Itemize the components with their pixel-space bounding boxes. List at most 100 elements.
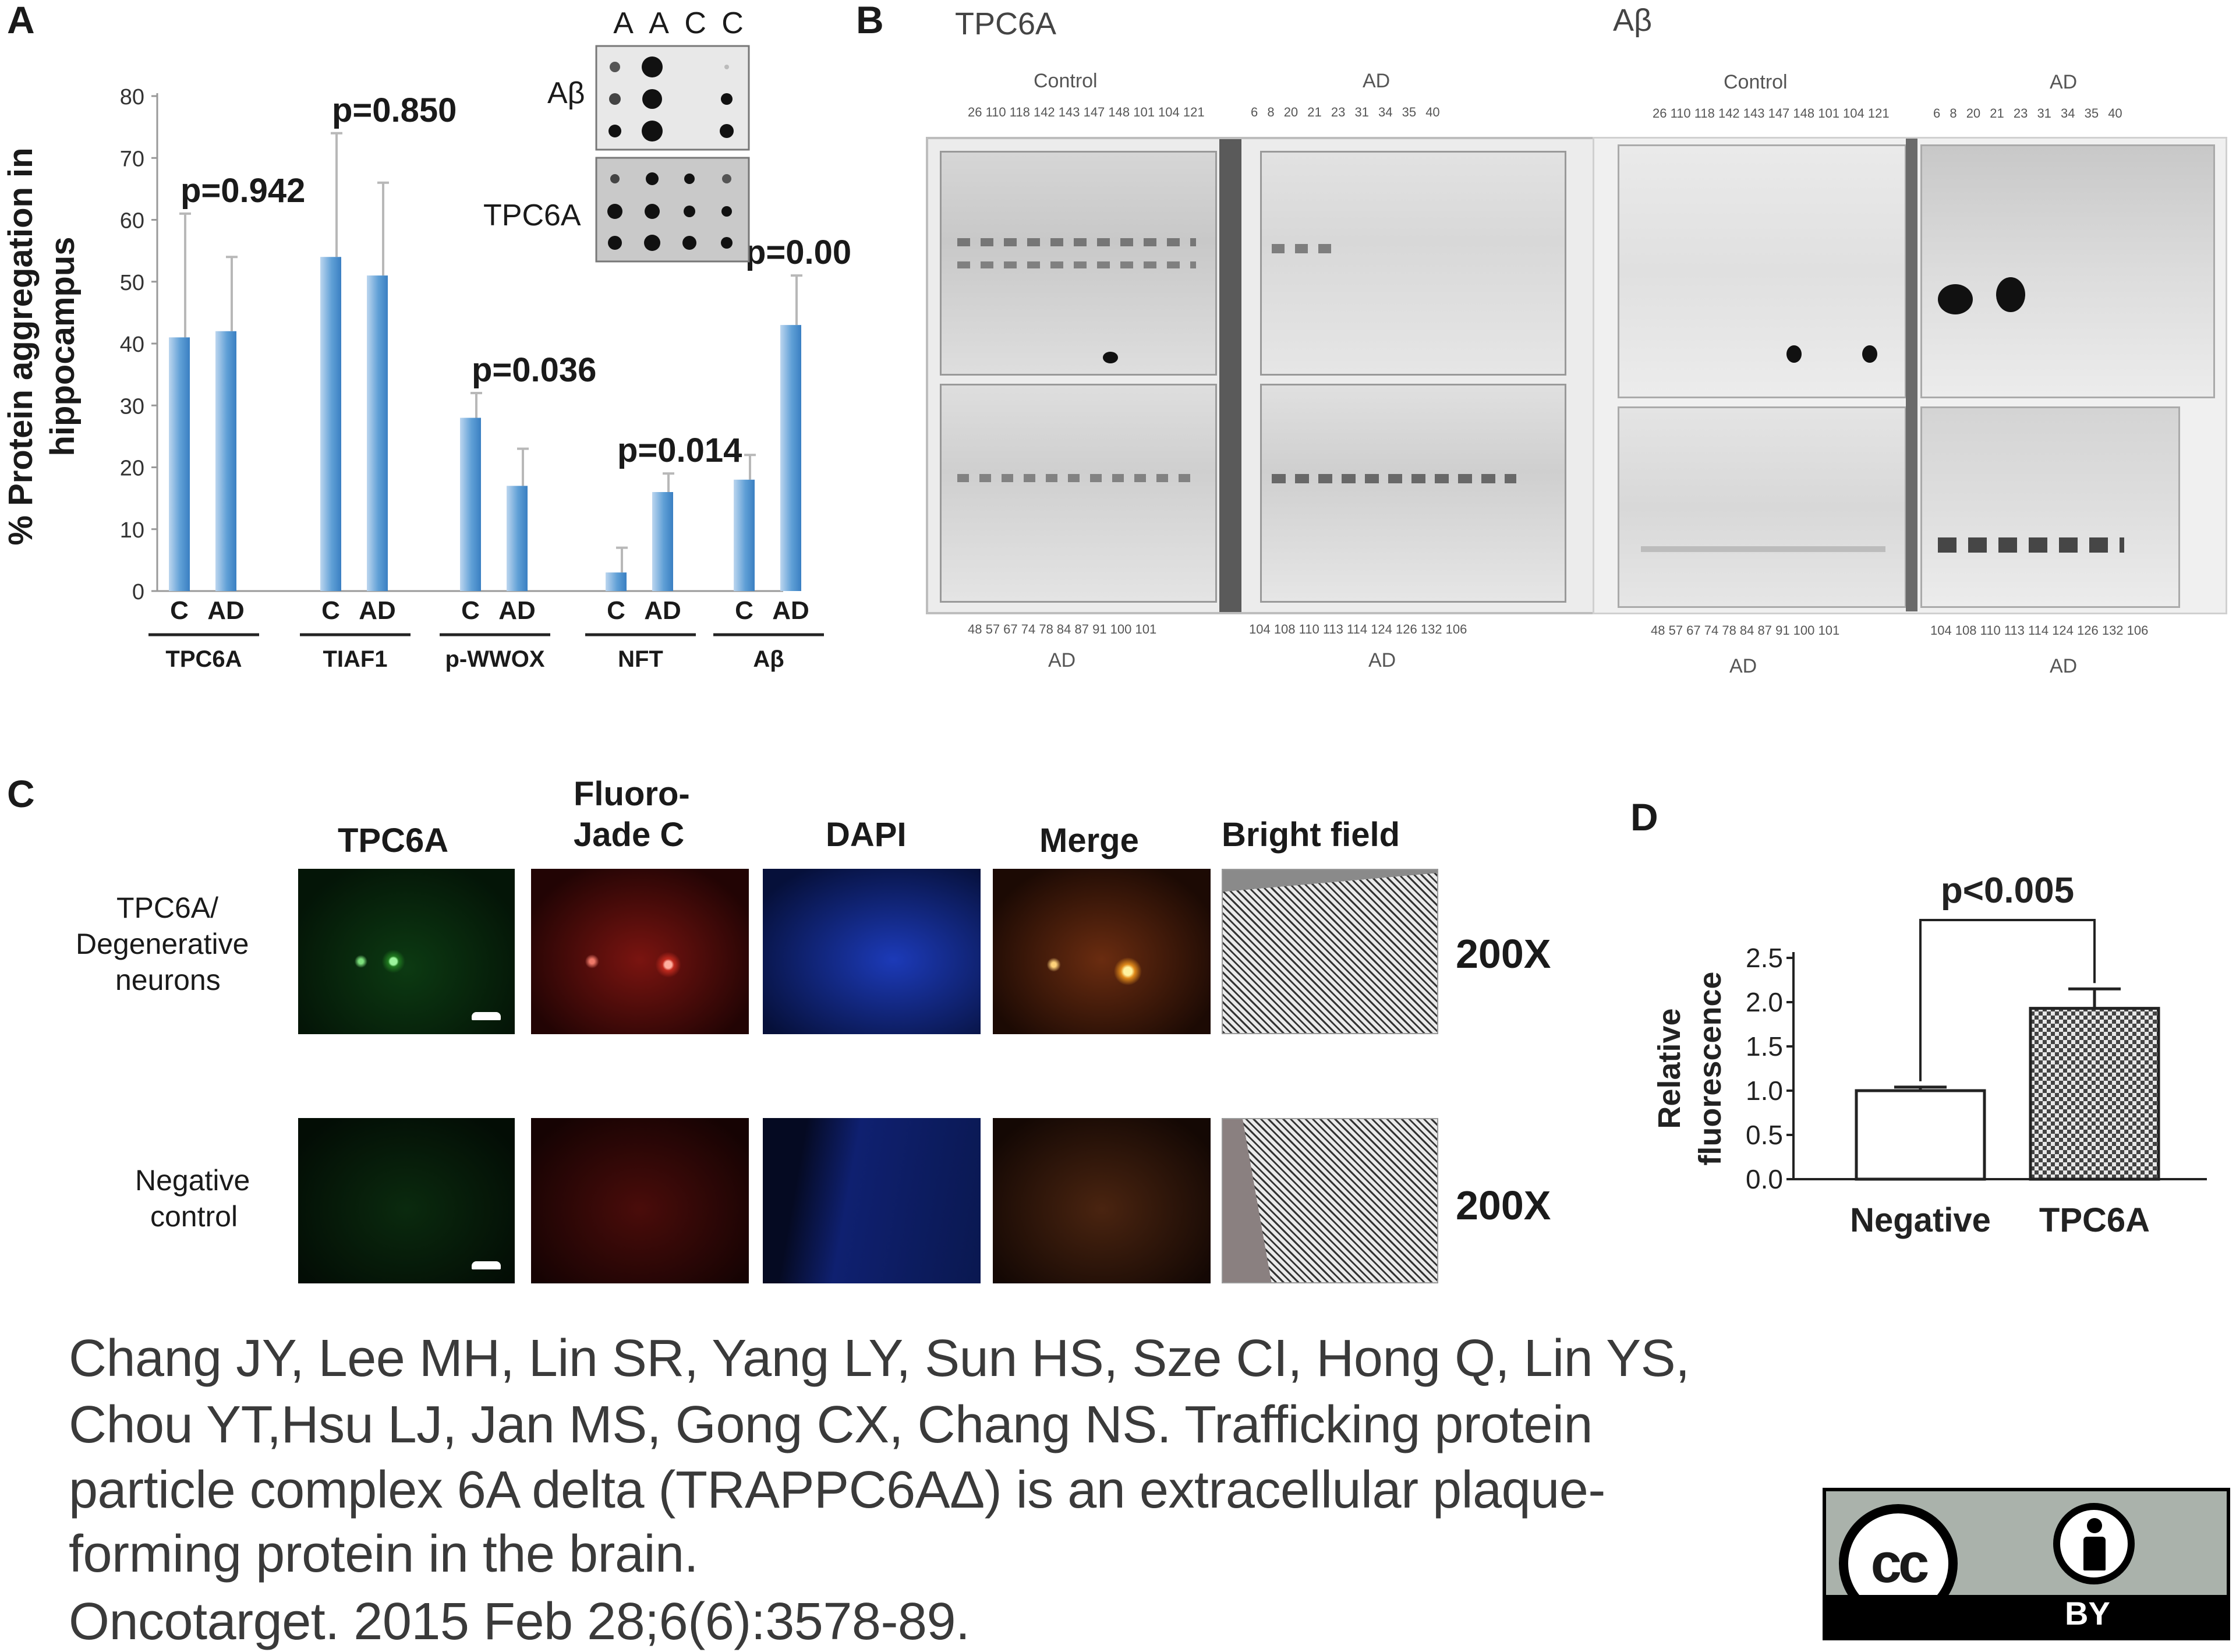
y-tick-label: 10: [120, 518, 144, 543]
blot-spot: [1786, 345, 1802, 363]
micro-row1-label-3: neurons: [115, 964, 221, 996]
blot-panel: [1260, 384, 1566, 603]
dot-row-label-tpc6a: TPC6A: [483, 199, 581, 232]
western-left-bottom-lanes: 48 57 67 74 78 84 87 91 100 101: [968, 622, 1157, 636]
y-tick-label: 70: [120, 147, 144, 171]
micro-image-tpc6a-negative: [298, 1118, 515, 1283]
micro-row2-label-2: control: [150, 1200, 238, 1233]
blot-ladder: [1906, 139, 1917, 611]
dot-blot-inset: A A C C Aβ TPC6A: [483, 6, 751, 263]
dot-spots-abeta: [608, 56, 734, 142]
blot-spot: [1103, 352, 1118, 363]
citation-line: forming protein in the brain.: [69, 1525, 699, 1583]
blot-bands: [957, 474, 1196, 482]
micro-image-fluoro-jade: [531, 869, 749, 1034]
group-label: Aβ: [753, 646, 784, 672]
western-left-bottom-ad-2: AD: [1368, 649, 1396, 671]
panel-b: TPC6A Aβ Control AD 26 110 118 142 143 1…: [856, 0, 2236, 699]
micro-row1-label-2: Degenerative: [76, 928, 249, 960]
blot-bands: [957, 238, 1196, 246]
blot-bands: [1641, 546, 1885, 552]
citation-line: Chou YT,Hsu LJ, Jan MS, Gong CX, Chang N…: [69, 1396, 1593, 1454]
y-tick-label: 80: [120, 85, 144, 109]
western-left-top-control: Control: [1034, 70, 1098, 92]
y-tick-label: 50: [120, 271, 144, 295]
chart-d: 0.0 0.5 1.0 1.5 2.0 2.5 Relative fluorescence Ne…: [1652, 871, 2207, 1239]
bar: [652, 492, 673, 591]
x-tick-label: AD: [359, 596, 396, 625]
x-tick-label: C: [607, 596, 625, 625]
dot-col-label: C: [721, 6, 744, 40]
group-label: p-WWOX: [445, 646, 544, 672]
western-left-bottom-ad-1: AD: [1048, 649, 1076, 671]
western-right-top-control-lanes: 26 110 118 142 143 147 148 101 104 121: [1653, 106, 1890, 121]
y-axis-label: hippocampus: [44, 236, 82, 456]
bar: [320, 257, 341, 591]
western-right-top-ad: AD: [2050, 71, 2078, 93]
bar: [2029, 1007, 2160, 1181]
y-axis-label: fluorescence: [1693, 971, 1728, 1165]
dot-blot-membranes: [595, 45, 750, 263]
citation-line: Chang JY, Lee MH, Lin SR, Yang LY, Sun H…: [69, 1329, 1690, 1388]
x-tick-label: C: [735, 596, 753, 625]
micro-image-tpc6a: [298, 869, 515, 1034]
y-axis-label: Relative: [1652, 1008, 1687, 1129]
x-tick-label: C: [461, 596, 480, 625]
micro-image-fluoro-jade-negative: [531, 1118, 749, 1283]
micro-image-dapi-negative: [763, 1118, 981, 1283]
x-tick-label: AD: [644, 596, 681, 625]
y-tick-label: 1.5: [1746, 1031, 1783, 1062]
micro-row2-label-1: Negative: [135, 1164, 250, 1197]
bar: [780, 325, 801, 591]
micro-col-fluoro-1: Fluoro-: [574, 775, 690, 813]
person-icon: [2053, 1503, 2135, 1584]
western-right-top-ad-lanes: 6 8 20 21 23 31 34 35 40: [1933, 106, 2122, 121]
chart-a: 0 10 20 30 40 50 60 70 80 % Protein aggregation i…: [2, 85, 850, 672]
dot-col-label: A: [649, 6, 669, 40]
blot-panel: [1260, 151, 1566, 376]
y-tick-label: 2.0: [1746, 987, 1783, 1017]
y-tick-label: 0: [132, 580, 144, 604]
group-label: NFT: [618, 646, 663, 672]
micro-col-merge: Merge: [1039, 822, 1139, 859]
group-label: TPC6A: [165, 646, 242, 672]
p-value-label: p=0.942: [181, 172, 305, 210]
citation-line: particle complex 6A delta (TRAPPC6AΔ) is…: [69, 1461, 1605, 1519]
western-right-bottom-lanes: 48 57 67 74 78 84 87 91 100 101: [1651, 623, 1840, 638]
citation-line: Oncotarget. 2015 Feb 28;6(6):3578-89.: [69, 1593, 970, 1651]
western-left-top-ad-lanes: 6 8 20 21 23 31 34 35 40: [1251, 105, 1440, 119]
western-left-membrane: [926, 137, 1595, 614]
y-tick-label: 30: [120, 394, 144, 419]
cc-by-badge[interactable]: cc BY: [1823, 1488, 2230, 1640]
micro-row1-label-1: TPC6A/: [116, 892, 219, 924]
x-tick-label: AD: [498, 596, 536, 625]
bar: [507, 486, 528, 591]
western-left-bottom-lanes-2: 104 108 110 113 114 124 126 132 106: [1249, 622, 1467, 636]
x-tick-label: AD: [207, 596, 245, 625]
western-left-title: TPC6A: [955, 6, 1057, 41]
group-label: TIAF1: [323, 646, 387, 672]
dot-row-label-abeta: Aβ: [547, 76, 585, 110]
panel-letter-a: A: [7, 0, 35, 41]
y-tick-label: 0.0: [1746, 1164, 1783, 1194]
western-right-top-control: Control: [1724, 71, 1788, 93]
y-axis-label: % Protein aggregation in: [2, 147, 40, 545]
scale-bar: [472, 1261, 501, 1269]
p-value-label: p<0.005: [1941, 871, 2074, 911]
micro-image-merge: [993, 869, 1211, 1034]
western-right-title: Aβ: [1613, 3, 1653, 38]
magnification-label-row1: 200X: [1456, 931, 1551, 977]
blot-bands: [957, 261, 1196, 268]
bar: [215, 331, 236, 591]
micro-image-dapi: [763, 869, 981, 1034]
panel-c: TPC6A Fluoro- Jade C DAPI Merge Bright f…: [0, 757, 1607, 1293]
blot-panel: [1920, 406, 2180, 608]
micro-image-bright-field-negative: [1222, 1118, 1438, 1283]
dot-blot-column-labels: A A C C: [606, 6, 751, 41]
western-left-top-ad: AD: [1363, 70, 1391, 92]
y-tick-label: 2.5: [1746, 943, 1783, 973]
x-tick-label: AD: [772, 596, 809, 625]
x-tick-label: C: [321, 596, 340, 625]
p-value-label: p=0.850: [332, 91, 457, 129]
micro-col-dapi: DAPI: [826, 816, 907, 854]
